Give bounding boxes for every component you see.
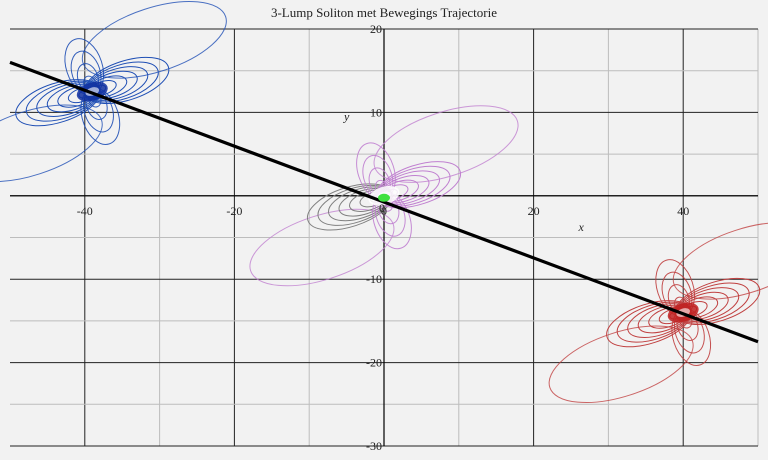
chart-title: 3-Lump Soliton met Bewegings Trajectorie bbox=[270, 5, 498, 20]
contour-outer bbox=[373, 105, 519, 183]
center-marker bbox=[378, 193, 390, 202]
trajectory-layer bbox=[9, 60, 759, 344]
x-axis-label: x bbox=[577, 220, 584, 234]
x-tick-label: -40 bbox=[77, 204, 93, 218]
contour-outer bbox=[81, 1, 227, 79]
y-tick-label: 10 bbox=[370, 105, 382, 119]
y-tick-label: -30 bbox=[366, 439, 382, 453]
x-tick-label: -20 bbox=[226, 204, 242, 218]
origin-tick-label: 0 bbox=[379, 201, 385, 215]
lump-right bbox=[548, 222, 768, 404]
y-tick-label: -20 bbox=[366, 356, 382, 370]
contour-outer bbox=[0, 104, 103, 183]
trajectory-line bbox=[9, 60, 759, 344]
contour-line bbox=[338, 187, 390, 217]
contour-line bbox=[46, 83, 98, 113]
y-axis-label: y bbox=[343, 110, 350, 124]
y-tick-label: -10 bbox=[366, 272, 382, 286]
contour-outer bbox=[249, 208, 395, 287]
lump-left bbox=[0, 1, 227, 183]
x-tick-label: 20 bbox=[528, 204, 540, 218]
grid bbox=[10, 28, 759, 447]
contour-outer bbox=[548, 325, 694, 404]
x-tick-label: 0 bbox=[381, 204, 387, 218]
y-tick-label: 20 bbox=[370, 22, 382, 36]
contour-outer bbox=[672, 222, 768, 300]
x-tick-label: 40 bbox=[677, 204, 689, 218]
